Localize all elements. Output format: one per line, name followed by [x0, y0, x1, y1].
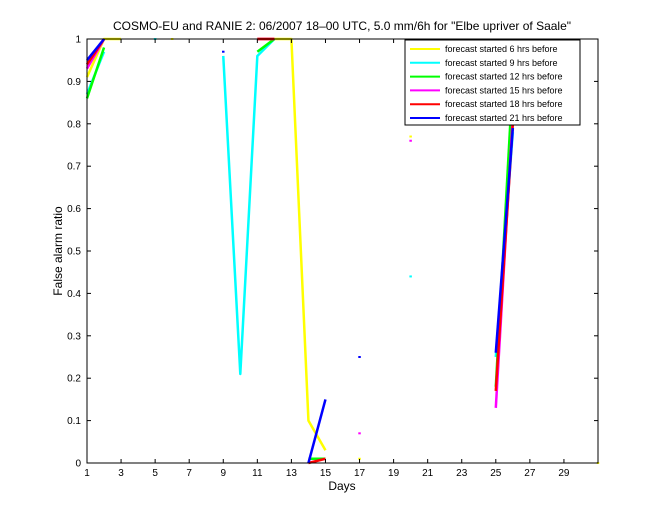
y-tick-label: 0.4: [67, 289, 81, 300]
legend-entry: forecast started 15 hrs before: [445, 85, 563, 95]
chart-title: COSMO-EU and RANIE 2: 06/2007 18–00 UTC,…: [113, 19, 571, 33]
x-tick-label: 15: [320, 468, 332, 479]
x-tick-label: 25: [490, 468, 502, 479]
series-line: [307, 399, 327, 464]
x-tick-label: 7: [186, 468, 192, 479]
y-tick-label: 1: [75, 35, 81, 46]
series-line: [256, 37, 276, 53]
y-tick-label: 0.8: [67, 119, 81, 130]
x-tick-label: 13: [286, 468, 298, 479]
y-tick-label: 0.5: [67, 247, 81, 258]
legend-entry: forecast started 6 hrs before: [445, 44, 558, 54]
x-tick-label: 21: [422, 468, 434, 479]
series-line: [86, 38, 106, 61]
x-tick-label: 1: [84, 468, 90, 479]
series-6: [86, 38, 515, 464]
x-tick-label: 19: [388, 468, 400, 479]
legend: forecast started 6 hrs before forecast st…: [404, 39, 581, 126]
x-tick-label: 9: [220, 468, 226, 479]
x-tick-label: 11: [252, 468, 263, 479]
y-tick-label: 0.7: [67, 162, 81, 173]
x-axis-label: Days: [328, 479, 355, 493]
x-tick-label: 17: [354, 468, 366, 479]
legend-entry: forecast started 18 hrs before: [445, 99, 563, 109]
series-line: [308, 457, 326, 465]
y-tick-label: 0.9: [67, 77, 81, 88]
y-tick-label: 0: [75, 459, 81, 470]
x-ticks: 1 3 5 7 9 11 13 15 17 19 21 23 25 27 29: [84, 39, 570, 479]
x-tick-label: 23: [456, 468, 468, 479]
series-line: [494, 127, 515, 353]
legend-entry: forecast started 21 hrs before: [445, 113, 563, 123]
y-tick-label: 0.1: [67, 416, 81, 427]
y-axis-label: False alarm ratio: [51, 206, 65, 296]
x-tick-label: 3: [118, 468, 124, 479]
y-tick-label: 0.3: [67, 331, 81, 342]
y-tick-label: 0.2: [67, 374, 81, 385]
legend-box: [404, 39, 581, 126]
legend-entry: forecast started 12 hrs before: [445, 72, 563, 82]
x-tick-label: 5: [152, 468, 158, 479]
y-tick-label: 0.6: [67, 204, 81, 215]
x-tick-label: 27: [524, 468, 536, 479]
y-ticks: 0 0.1 0.2 0.3 0.4 0.5 0.6 0.7 0.8 0.9 1: [67, 35, 598, 470]
x-tick-label: 29: [558, 468, 570, 479]
series-line: [85, 47, 106, 99]
legend-entry: forecast started 9 hrs before: [445, 58, 558, 68]
series-line: [222, 38, 276, 376]
